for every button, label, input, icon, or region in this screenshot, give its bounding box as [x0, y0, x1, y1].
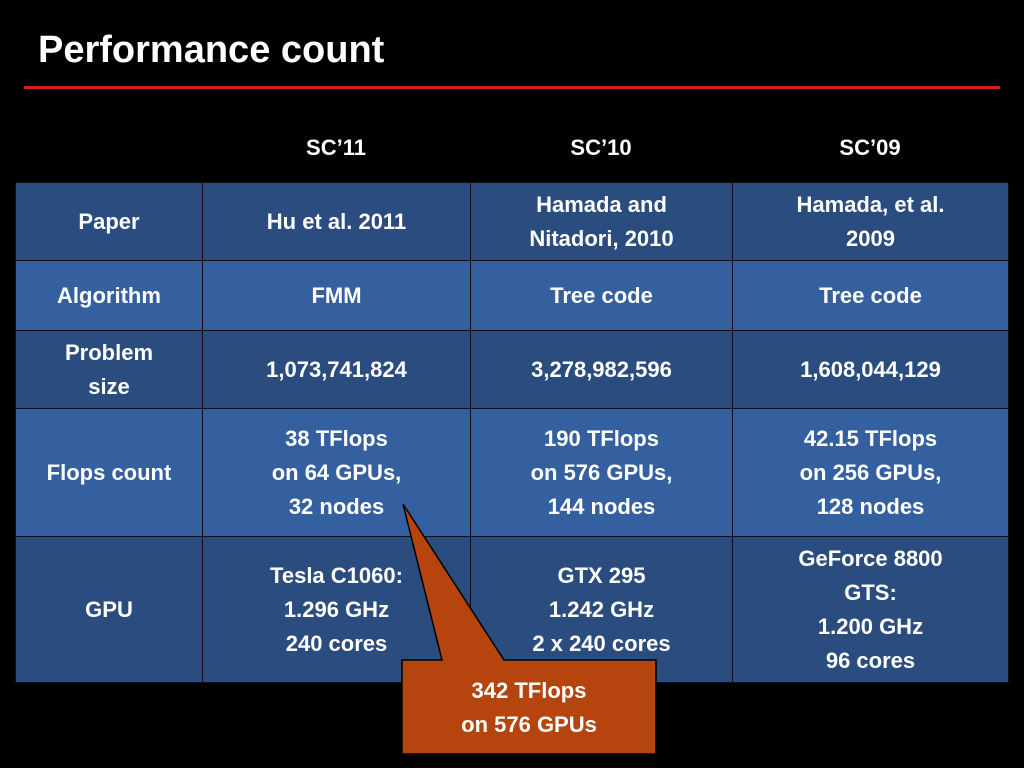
cell-line: 2 x 240 cores: [532, 630, 671, 656]
column-headers: SC’11 SC’10 SC’09: [202, 128, 1008, 168]
cell-line: Algorithm: [57, 282, 161, 308]
cell-line: 1.242 GHz: [548, 596, 655, 622]
table-cell: FMM: [202, 260, 471, 331]
column-header-sc11: SC’11: [306, 135, 366, 160]
cell-line: GeForce 8800: [798, 545, 943, 571]
table-cell: GeForce 8800 GTS: 1.200 GHz 96 cores: [732, 536, 1009, 683]
table-cell: Tree code: [732, 260, 1009, 331]
cell-line: GPU: [85, 596, 133, 622]
table-row: GPU Tesla C1060: 1.296 GHz 240 cores GTX 295…: [15, 536, 1009, 683]
cell-line: 240 cores: [285, 630, 388, 656]
cell-line: on 64 GPUs,: [271, 459, 402, 485]
table-cell: Tree code: [470, 260, 733, 331]
table-row: Algorithm FMM Tree code Tree code: [15, 260, 1009, 331]
table-row: Flops count 38 TFlops on 64 GPUs, 32 nodes 1…: [15, 408, 1009, 537]
cell-line: 1.296 GHz: [283, 596, 390, 622]
cell-line: GTS:: [844, 579, 897, 605]
cell-line: Problem: [64, 339, 154, 365]
cell-line: 3,278,982,596: [531, 356, 672, 382]
performance-table: Paper Hu et al. 2011 Hamada and Nitadori, 2…: [15, 182, 1009, 683]
table-cell: 3,278,982,596: [470, 330, 733, 409]
table-cell: 38 TFlops on 64 GPUs, 32 nodes: [202, 408, 471, 537]
cell-line: Tree code: [550, 282, 653, 308]
table-cell: Tesla C1060: 1.296 GHz 240 cores: [202, 536, 471, 683]
column-header-sc09: SC’09: [839, 135, 901, 160]
row-label: Problem size: [15, 330, 203, 409]
slide-title: Performance count: [38, 29, 385, 71]
table-cell: 1,608,044,129: [732, 330, 1009, 409]
cell-line: on 256 GPUs,: [799, 459, 942, 485]
cell-line: Tesla C1060:: [270, 562, 403, 588]
cell-line: FMM: [311, 282, 362, 308]
title-underline: [24, 86, 1000, 89]
cell-line: 144 nodes: [547, 493, 656, 519]
cell-line: Nitadori, 2010: [529, 225, 674, 251]
cell-line: Paper: [78, 208, 140, 234]
cell-line: GTX 295: [557, 562, 646, 588]
callout-line: 342 TFlops: [471, 678, 587, 703]
callout-text: 342 TFlops on 576 GPUs: [402, 674, 656, 742]
table-cell: GTX 295 1.242 GHz 2 x 240 cores: [470, 536, 733, 683]
cell-line: 1,073,741,824: [266, 356, 407, 382]
table-cell: Hamada and Nitadori, 2010: [470, 182, 733, 261]
cell-line: Hamada and: [536, 191, 667, 217]
table-cell: Hamada, et al. 2009: [732, 182, 1009, 261]
cell-line: 32 nodes: [288, 493, 385, 519]
cell-line: 2009: [846, 225, 895, 251]
table-row: Paper Hu et al. 2011 Hamada and Nitadori, 2…: [15, 182, 1009, 261]
table-cell: 42.15 TFlops on 256 GPUs, 128 nodes: [732, 408, 1009, 537]
callout-line: on 576 GPUs: [461, 712, 597, 737]
cell-line: Hu et al. 2011: [266, 208, 407, 234]
cell-line: Tree code: [819, 282, 922, 308]
cell-line: 38 TFlops: [285, 425, 388, 451]
cell-line: 190 TFlops: [544, 425, 659, 451]
row-label: Flops count: [15, 408, 203, 537]
cell-line: Hamada, et al.: [796, 191, 945, 217]
cell-line: 128 nodes: [816, 493, 925, 519]
row-label: GPU: [15, 536, 203, 683]
performance-table-body: Paper Hu et al. 2011 Hamada and Nitadori, 2…: [15, 182, 1009, 683]
table-cell: 1,073,741,824: [202, 330, 471, 409]
table-cell: Hu et al. 2011: [202, 182, 471, 261]
table-row: Problem size 1,073,741,824 3,278,982,596 1,6…: [15, 330, 1009, 409]
table-cell: 190 TFlops on 576 GPUs, 144 nodes: [470, 408, 733, 537]
row-label: Paper: [15, 182, 203, 261]
cell-line: 1,608,044,129: [800, 356, 941, 382]
cell-line: size: [88, 373, 130, 399]
cell-line: 1.200 GHz: [817, 613, 924, 639]
cell-line: 42.15 TFlops: [803, 425, 938, 451]
cell-line: 96 cores: [825, 647, 916, 673]
row-label: Algorithm: [15, 260, 203, 331]
column-header-sc10: SC’10: [570, 135, 632, 160]
cell-line: Flops count: [46, 459, 172, 485]
cell-line: on 576 GPUs,: [530, 459, 673, 485]
